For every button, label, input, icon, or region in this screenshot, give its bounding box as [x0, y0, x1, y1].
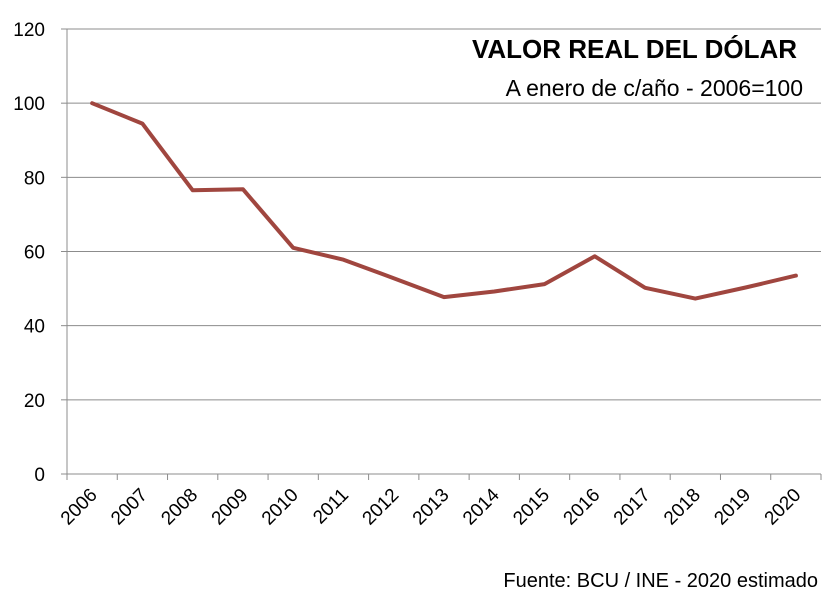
x-tick-label: 2020 [761, 485, 806, 530]
y-axis-ticks: 0 20 40 60 80 100 120 [13, 20, 45, 486]
series-polyline [90, 101, 798, 301]
y-tick-label: 60 [24, 243, 45, 264]
x-axis-ticks: 2006 2007 2008 2009 2010 2011 2012 2013 2014 2015… [57, 484, 805, 529]
x-tick-label: 2012 [359, 485, 404, 530]
gridlines [67, 28, 821, 401]
y-tick-label: 0 [34, 465, 45, 486]
axes [61, 28, 822, 480]
x-tick-label: 2010 [258, 485, 303, 530]
y-tick-label: 40 [24, 317, 45, 338]
x-tick-label: 2008 [157, 485, 202, 530]
source-note: Fuente: BCU / INE - 2020 estimado [503, 570, 818, 592]
x-tick-label: 2006 [57, 485, 102, 530]
chart-title: VALOR REAL DEL DÓLAR [472, 34, 797, 64]
chart-subtitle: A enero de c/año - 2006=100 [506, 75, 803, 101]
y-tick-label: 120 [13, 20, 45, 41]
x-tick-label: 2019 [710, 485, 755, 530]
x-tick-label: 2018 [660, 485, 705, 530]
x-tick-label: 2016 [560, 485, 605, 530]
x-tick-label: 2009 [208, 485, 253, 530]
x-tick-label: 2011 [309, 485, 353, 529]
x-tick-label: 2007 [107, 485, 152, 530]
y-tick-label: 100 [13, 94, 45, 115]
series-line [90, 101, 798, 301]
y-tick-label: 20 [24, 391, 45, 412]
x-tick-label: 2014 [459, 484, 504, 529]
x-tick-label: 2017 [610, 485, 655, 530]
y-tick-label: 80 [24, 168, 45, 189]
x-tick-label: 2013 [409, 485, 454, 530]
x-tick-label: 2015 [509, 485, 554, 530]
